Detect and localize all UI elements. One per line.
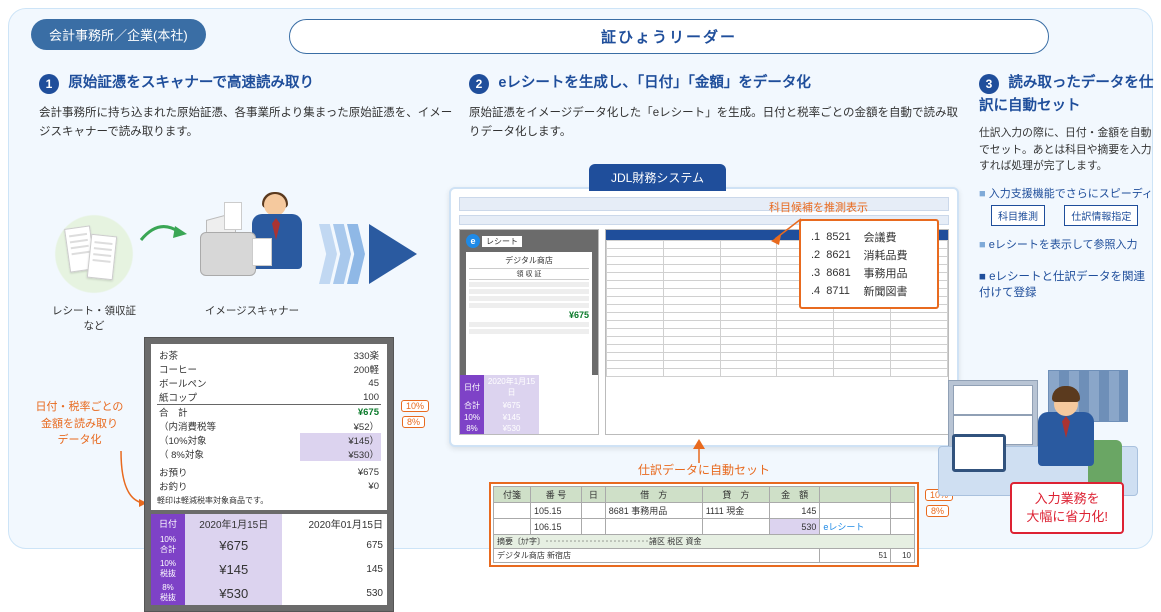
step-3-number: 3 bbox=[979, 74, 999, 94]
step-2: 2 eレシートを生成し、「日付」「金額」をデータ化 原始証憑をイメージデータ化し… bbox=[469, 71, 959, 143]
receipts-icon bbox=[49, 209, 139, 299]
rate-tag-10: 10% bbox=[401, 400, 429, 412]
btn-shiwake-shitei[interactable]: 仕訳情報指定 bbox=[1064, 205, 1138, 226]
e-icon: e bbox=[466, 234, 480, 248]
step-3-assoc-heading: eレシートと仕訳データを関連付けて登録 bbox=[979, 268, 1154, 300]
step-3-title: 読み取ったデータを仕訳に自動セット bbox=[979, 75, 1153, 114]
step-2-number: 2 bbox=[469, 74, 489, 94]
rate-tag-8: 8% bbox=[402, 416, 425, 428]
receipt-note: 軽印は軽減税率対象商品です。 bbox=[157, 495, 381, 506]
step-1-number: 1 bbox=[39, 74, 59, 94]
note-extract: 日付・税率ごとの 金額を読み取り データ化 bbox=[27, 399, 132, 449]
extract-grid: 日付2020年1月15日2020年01月15日 10% 合計¥675675 10… bbox=[151, 514, 387, 605]
step-3-bullet-2: eレシートを表示して参照入力 bbox=[979, 236, 1154, 252]
flow-arrow-icon bbox=[319, 224, 429, 284]
kamoku-callout: .18521会議費 .28621消耗品費 .38681事務用品 .48711新聞… bbox=[799, 219, 939, 309]
receipts-label: レシート・領収証 など bbox=[49, 303, 139, 333]
step-3-bullet-1: 入力支援機能でさらにスピーディ bbox=[979, 185, 1154, 201]
orange-pointer-1-icon bbox=[769, 215, 803, 248]
shiwake-table: 付箋番 号日 借 方貸 方金 額 105.15 8681 事務用品1111 現金… bbox=[493, 486, 915, 563]
app-titlebar bbox=[459, 197, 949, 211]
step-3: 3 読み取ったデータを仕訳に自動セット 仕訳入力の際に、日付・金額を自動でセット… bbox=[979, 71, 1154, 300]
mini-receipt: デジタル商店 領 収 証 ¥675 bbox=[466, 252, 592, 382]
step-3-desc: 仕訳入力の際に、日付・金額を自動でセット。あとは科目や摘要を入力すれば処理が完了… bbox=[979, 125, 1154, 175]
step-2-title: eレシートを生成し、「日付」「金額」をデータ化 bbox=[498, 75, 811, 91]
step-2-desc: 原始証憑をイメージデータ化した「eレシート」を生成。日付と税率ごとの金額を自動で… bbox=[469, 104, 959, 143]
ereceipt-badge-text: レシート bbox=[482, 236, 522, 247]
savings-callout: 入力業務を 大幅に省力化! bbox=[1010, 482, 1124, 534]
btn-kamoku-suisoku[interactable]: 科目推測 bbox=[991, 205, 1045, 226]
step-1: 1 原始証憑をスキャナーで高速読み取り 会計事務所に持ち込まれた原始証憑、各事業… bbox=[39, 71, 454, 143]
scanner-person-icon bbox=[194, 194, 309, 299]
step-1-title: 原始証憑をスキャナーで高速読み取り bbox=[68, 75, 314, 91]
receipt-lines-table: お茶330楽 コーヒー200軽 ボールペン45 紙コップ100 合 計¥675 … bbox=[157, 348, 381, 493]
shiwake-callout: 仕訳データに自動セット 付箋番 号日 借 方貸 方金 額 105.15 8681… bbox=[489, 461, 919, 567]
kamoku-callout-title: 科目候補を推測表示 bbox=[769, 199, 868, 215]
orange-pointer-2-icon bbox=[689, 439, 709, 468]
arrow-green-icon bbox=[139, 224, 189, 244]
receipt-inner: お茶330楽 コーヒー200軽 ボールペン45 紙コップ100 合 計¥675 … bbox=[151, 344, 387, 510]
infographic-canvas: 会計事務所／企業(本社) 証ひょうリーダー 1 原始証憑をスキャナーで高速読み取… bbox=[8, 8, 1153, 549]
app-pane-ereceipt: e レシート デジタル商店 領 収 証 ¥675 日付2020年1月15日202… bbox=[459, 229, 599, 435]
step-1-desc: 会計事務所に持ち込まれた原始証憑、各事業所より集まった原始証憑を、イメージスキャ… bbox=[39, 104, 454, 143]
ereceipt-badge: e レシート bbox=[466, 234, 522, 248]
receipt-panel: お茶330楽 コーヒー200軽 ボールペン45 紙コップ100 合 計¥675 … bbox=[144, 337, 394, 612]
scanner-label: イメージスキャナー bbox=[197, 303, 307, 318]
org-label-pill: 会計事務所／企業(本社) bbox=[31, 19, 206, 50]
mini-extract-grid: 日付2020年1月15日2020年01月15日 合計¥675675 10%¥14… bbox=[460, 375, 598, 434]
app-tab-label: JDL財務システム bbox=[589, 164, 726, 191]
kamoku-table: .18521会議費 .28621消耗品費 .38681事務用品 .48711新聞… bbox=[809, 227, 929, 301]
product-title-box: 証ひょうリーダー bbox=[289, 19, 1049, 54]
